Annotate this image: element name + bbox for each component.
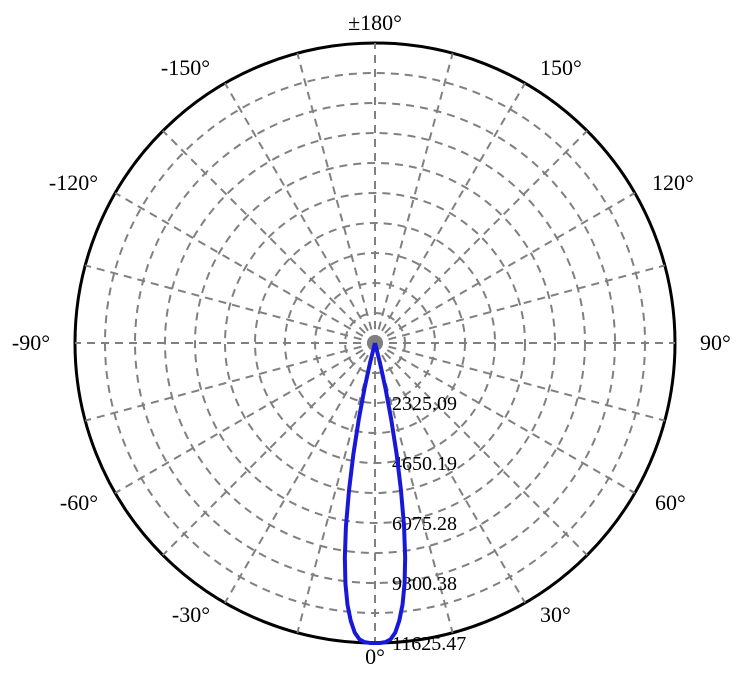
angle-label: -30° (172, 602, 210, 627)
angle-label: 120° (652, 170, 694, 195)
angle-label: -150° (161, 55, 210, 80)
angle-label: 0° (365, 644, 385, 669)
angle-label: 30° (540, 602, 571, 627)
radial-label: 4650.19 (392, 453, 457, 475)
radial-label: 11625.47 (392, 633, 466, 655)
angle-label: 90° (700, 330, 731, 355)
angle-label: -90° (12, 330, 50, 355)
angle-label: ±180° (348, 10, 402, 35)
polar-chart: 0° 30° 60° 90° 120° 150° ±180° -150° -120° -90° -6… (0, 0, 750, 687)
angle-label: 150° (540, 55, 582, 80)
angle-label: -60° (60, 490, 98, 515)
radial-label: 9300.38 (392, 573, 457, 595)
radial-label: 2325.09 (392, 393, 457, 415)
angle-label: 60° (655, 490, 686, 515)
angle-label: -120° (49, 170, 98, 195)
